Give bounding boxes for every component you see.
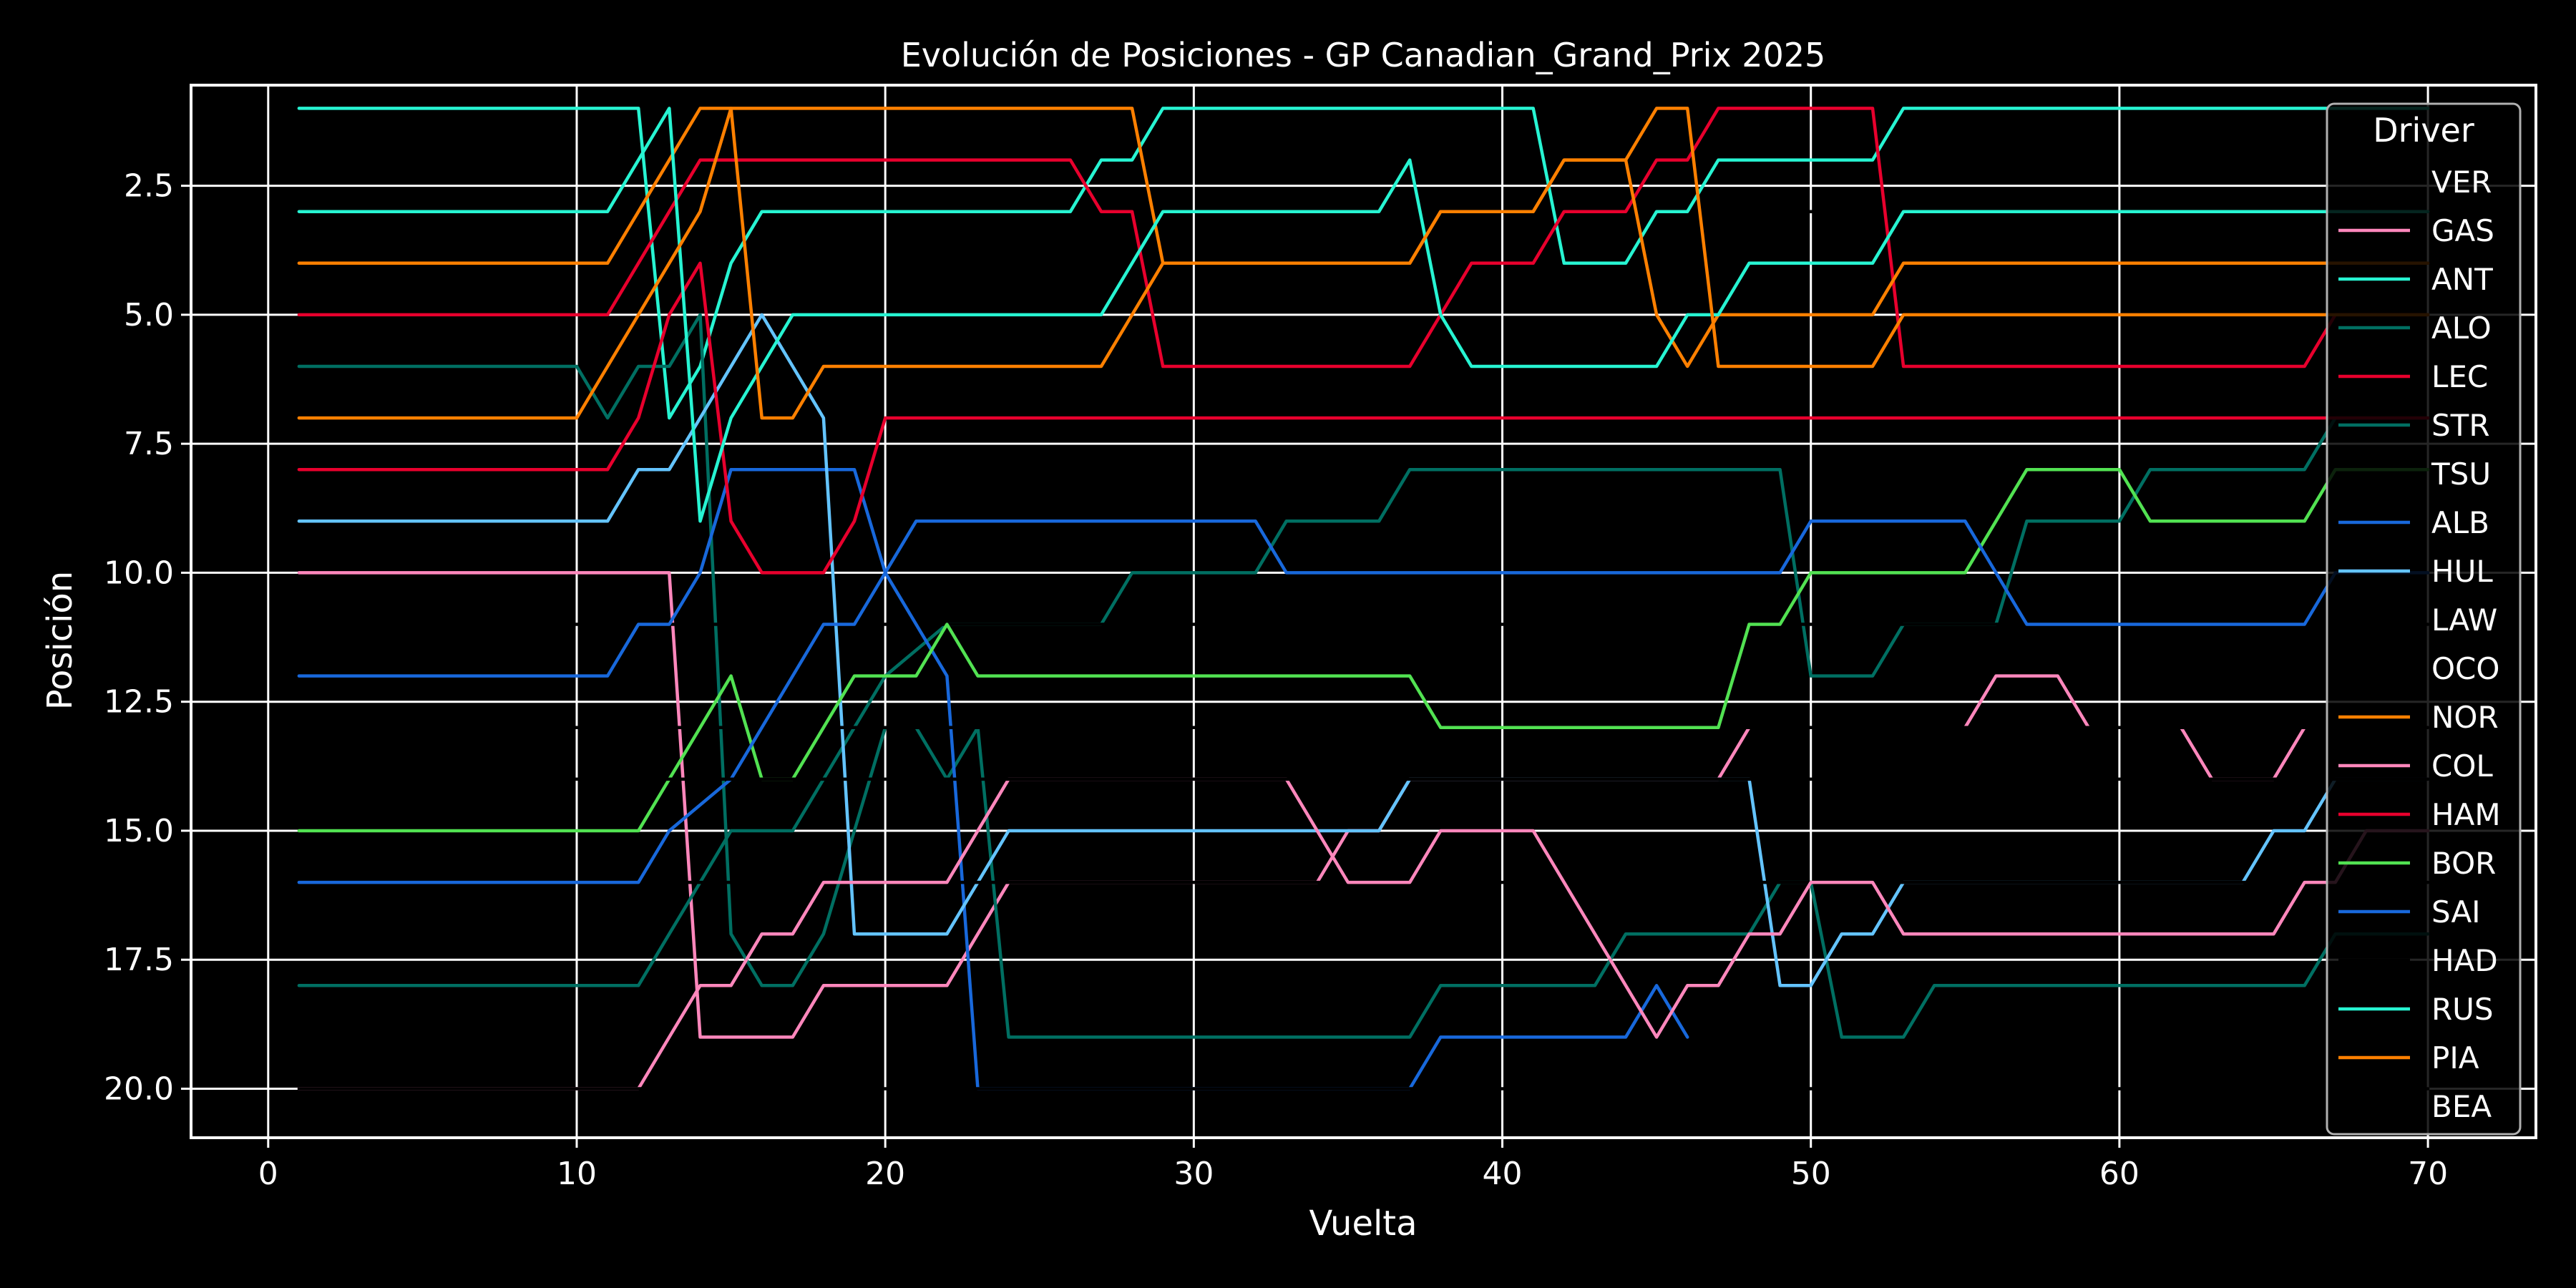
x-tick-label: 20 [865, 1156, 905, 1192]
y-axis-label: Posición [40, 571, 80, 710]
legend-label-lec: LEC [2431, 359, 2488, 394]
y-tick-label: 7.5 [124, 426, 174, 462]
legend-label-ant: ANT [2431, 262, 2493, 297]
y-tick-label: 10.0 [104, 555, 174, 591]
legend-label-ham: HAM [2431, 797, 2501, 832]
legend: Driver VER GAS ANT ALO LEC STR TSU ALB HUL LAW OCO… [2326, 102, 2522, 1136]
legend-title: Driver [2373, 111, 2474, 150]
legend-label-alo: ALO [2431, 311, 2492, 346]
x-tick-label: 0 [258, 1156, 278, 1192]
legend-label-bor: BOR [2431, 846, 2496, 881]
x-tick-label: 40 [1483, 1156, 1523, 1192]
series-line-ham [297, 261, 2430, 575]
y-tick-label: 15.0 [104, 813, 174, 849]
series-line-str [297, 416, 2430, 987]
legend-label-tsu: TSU [2431, 457, 2491, 492]
plot-background [191, 85, 2536, 1138]
x-tick-label: 60 [2099, 1156, 2140, 1192]
y-tick-label: 17.5 [104, 942, 174, 978]
y-tick-label: 12.5 [104, 684, 174, 721]
legend-label-col: COL [2431, 748, 2493, 784]
legend-label-alb: ALB [2431, 505, 2489, 540]
legend-label-bea: BEA [2431, 1089, 2492, 1124]
series-line-bor [297, 467, 2430, 833]
legend-label-hul: HUL [2431, 554, 2493, 589]
x-tick-label: 10 [557, 1156, 597, 1192]
legend-label-oco: OCO [2431, 651, 2499, 686]
series-line-pia [297, 107, 2430, 420]
y-tick-label: 5.0 [124, 297, 174, 333]
legend-label-nor: NOR [2431, 700, 2499, 735]
plot-frame [190, 84, 2537, 1139]
x-tick-label: 50 [1791, 1156, 1831, 1192]
chart-title: Evolución de Posiciones - GP Canadian_Gr… [901, 36, 1826, 74]
x-axis-label: Vuelta [1309, 1204, 1417, 1244]
x-tick-label: 70 [2408, 1156, 2448, 1192]
legend-items: VER GAS ANT ALO LEC STR TSU ALB HUL LAW OCO NOR COL H… [2338, 165, 2501, 1124]
series-line-col [297, 777, 2430, 1091]
legend-label-rus: RUS [2431, 992, 2494, 1027]
series-line-ant [297, 107, 2430, 420]
legend-label-pia: PIA [2431, 1040, 2479, 1075]
x-tick-label: 30 [1174, 1156, 1214, 1192]
legend-label-had: HAD [2431, 943, 2498, 978]
y-tick-label: 2.5 [124, 168, 174, 205]
legend-label-sai: SAI [2431, 894, 2481, 930]
legend-label-ver: VER [2431, 165, 2492, 200]
legend-label-str: STR [2431, 408, 2490, 443]
legend-box [2326, 102, 2522, 1136]
legend-label-law: LAW [2431, 602, 2497, 638]
ticks: 0 10 20 30 40 50 60 70 2.5 5.0 7.5 10.0 12.5 15.0 17.5… [104, 168, 2448, 1192]
legend-label-gas: GAS [2431, 213, 2494, 248]
series-layer [297, 107, 2430, 1091]
y-tick-label: 20.0 [104, 1070, 174, 1107]
series-line-alb [297, 467, 1689, 1091]
series-line-rus [297, 107, 2430, 523]
